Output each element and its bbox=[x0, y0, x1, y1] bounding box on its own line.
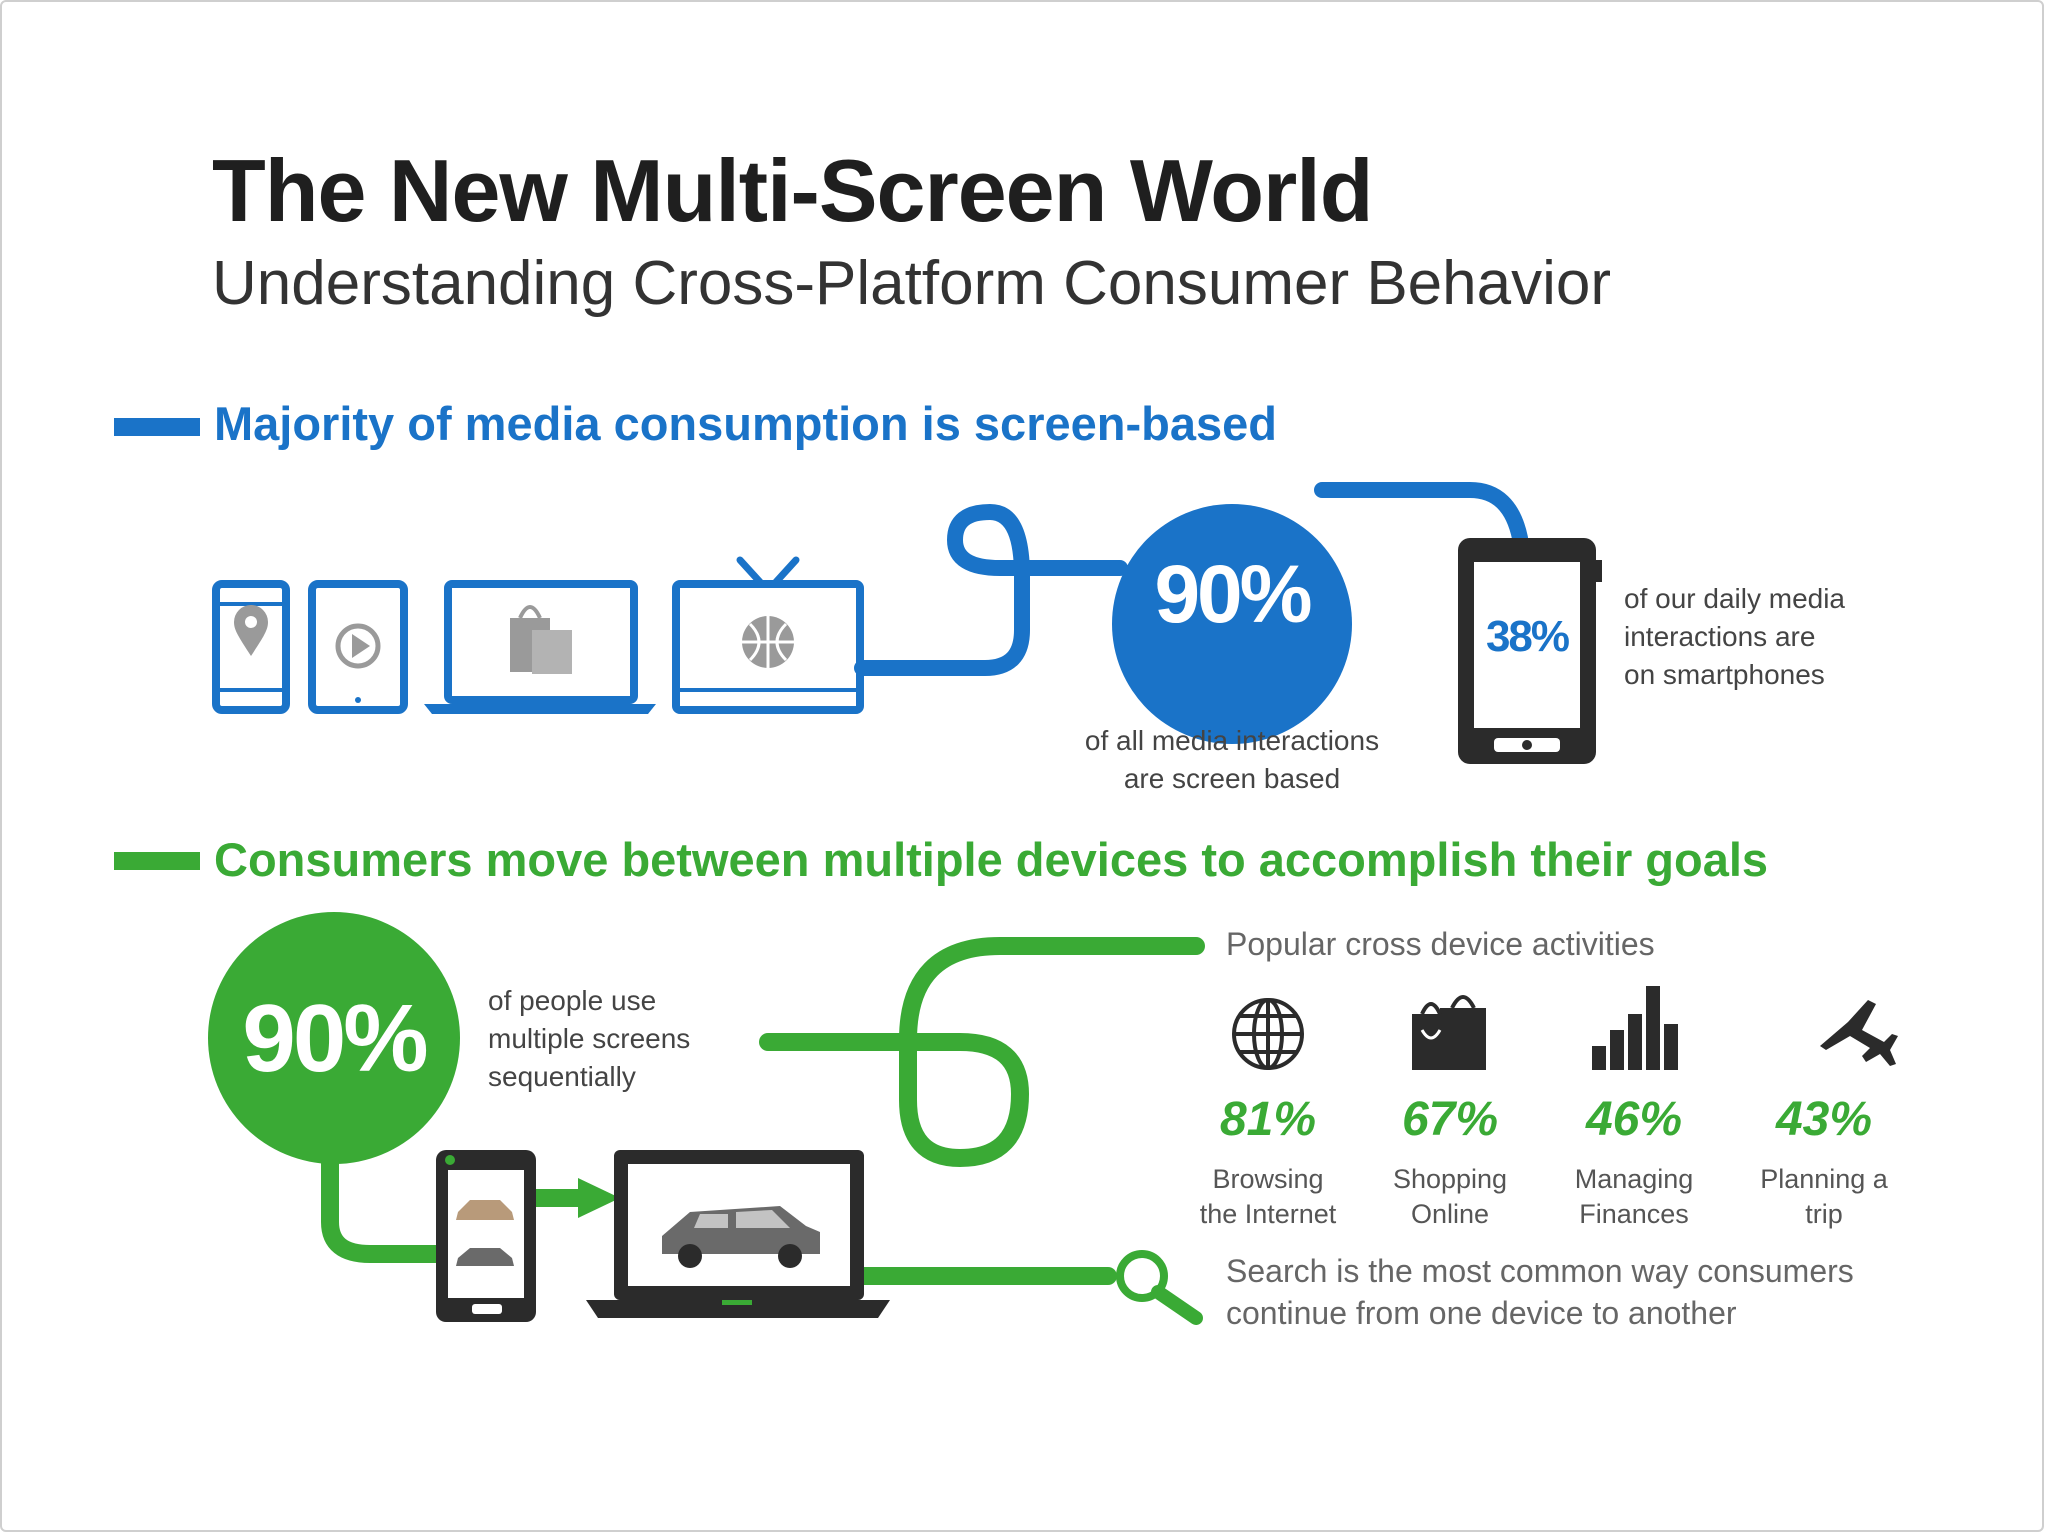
blue-connector-line bbox=[854, 482, 1528, 676]
page-subtitle: Understanding Cross-Platform Consumer Be… bbox=[212, 249, 1612, 318]
search-note-line: continue from one device to another bbox=[1226, 1295, 1737, 1331]
screen-based-stat-value: 90% bbox=[1154, 549, 1312, 640]
activity-label: Browsing the Internet bbox=[1178, 1162, 1358, 1232]
section1-heading: Majority of media consumption is screen-… bbox=[214, 397, 1277, 450]
activity-label: Managing Finances bbox=[1544, 1162, 1724, 1232]
activity-label-line: Shopping bbox=[1392, 1164, 1508, 1194]
phone-cars-icon bbox=[436, 1150, 536, 1322]
bar-chart-icon bbox=[1592, 986, 1678, 1070]
airplane-icon bbox=[1820, 1000, 1898, 1066]
section1-bar bbox=[114, 418, 200, 436]
activities-title: Popular cross device activities bbox=[1226, 926, 1655, 962]
activity-label-line: trip bbox=[1805, 1199, 1843, 1229]
activity-pct: 67% bbox=[1401, 1093, 1499, 1146]
caption-line: of all media interactions bbox=[1084, 725, 1380, 756]
green-connector-line bbox=[321, 937, 1205, 1285]
smartphone-large-icon bbox=[1458, 538, 1602, 764]
activity-pct: 43% bbox=[1775, 1093, 1873, 1146]
page-title: The New Multi-Screen World bbox=[212, 141, 1373, 240]
smartphone-stat-value: 38% bbox=[1485, 612, 1570, 661]
screen-based-stat-caption: of all media interactions are screen bas… bbox=[1032, 722, 1432, 798]
activity-label-line: the Internet bbox=[1199, 1199, 1337, 1229]
laptop-shopping-bag-icon bbox=[424, 580, 656, 714]
caption-line: of people use bbox=[488, 985, 657, 1016]
activity-label-line: Managing bbox=[1574, 1164, 1694, 1194]
activity-label: Shopping Online bbox=[1360, 1162, 1540, 1232]
sequential-stat-circle bbox=[208, 912, 460, 1164]
search-note-line: Search is the most common way consumers bbox=[1226, 1253, 1854, 1289]
screen-based-stat-circle bbox=[1112, 504, 1352, 744]
tablet-play-icon bbox=[308, 580, 408, 714]
activity-label-line: Browsing bbox=[1212, 1164, 1324, 1194]
sequential-stat-value: 90% bbox=[242, 985, 428, 1092]
activity-label-line: Online bbox=[1410, 1199, 1490, 1229]
activity-label-line: Finances bbox=[1579, 1199, 1689, 1229]
activity-label: Planning a trip bbox=[1734, 1162, 1914, 1232]
shopping-bag-icon bbox=[1412, 995, 1486, 1070]
tv-basketball-icon bbox=[672, 556, 864, 714]
caption-line: of our daily media bbox=[1624, 583, 1846, 614]
activity-pct: 46% bbox=[1585, 1093, 1683, 1146]
caption-line: multiple screens bbox=[488, 1023, 691, 1054]
section2-bar bbox=[114, 852, 200, 870]
sequential-stat-caption: of people use multiple screens sequentia… bbox=[488, 982, 748, 1096]
smartphone-map-icon bbox=[212, 580, 290, 714]
caption-line: sequentially bbox=[488, 1061, 636, 1092]
caption-line: are screen based bbox=[1123, 763, 1341, 794]
caption-line: interactions are bbox=[1624, 621, 1816, 652]
activity-label-line: Planning a bbox=[1760, 1164, 1888, 1194]
globe-icon bbox=[1232, 998, 1304, 1070]
search-icon bbox=[1116, 1250, 1203, 1325]
laptop-car-icon bbox=[586, 1150, 890, 1318]
search-note: Search is the most common way consumers … bbox=[1226, 1250, 1854, 1334]
arrow-right-icon bbox=[578, 1178, 620, 1218]
caption-line: on smartphones bbox=[1624, 659, 1825, 690]
activity-pct: 81% bbox=[1219, 1093, 1317, 1146]
section2-heading: Consumers move between multiple devices … bbox=[214, 833, 1769, 886]
smartphone-stat-caption: of our daily media interactions are on s… bbox=[1624, 580, 1924, 694]
